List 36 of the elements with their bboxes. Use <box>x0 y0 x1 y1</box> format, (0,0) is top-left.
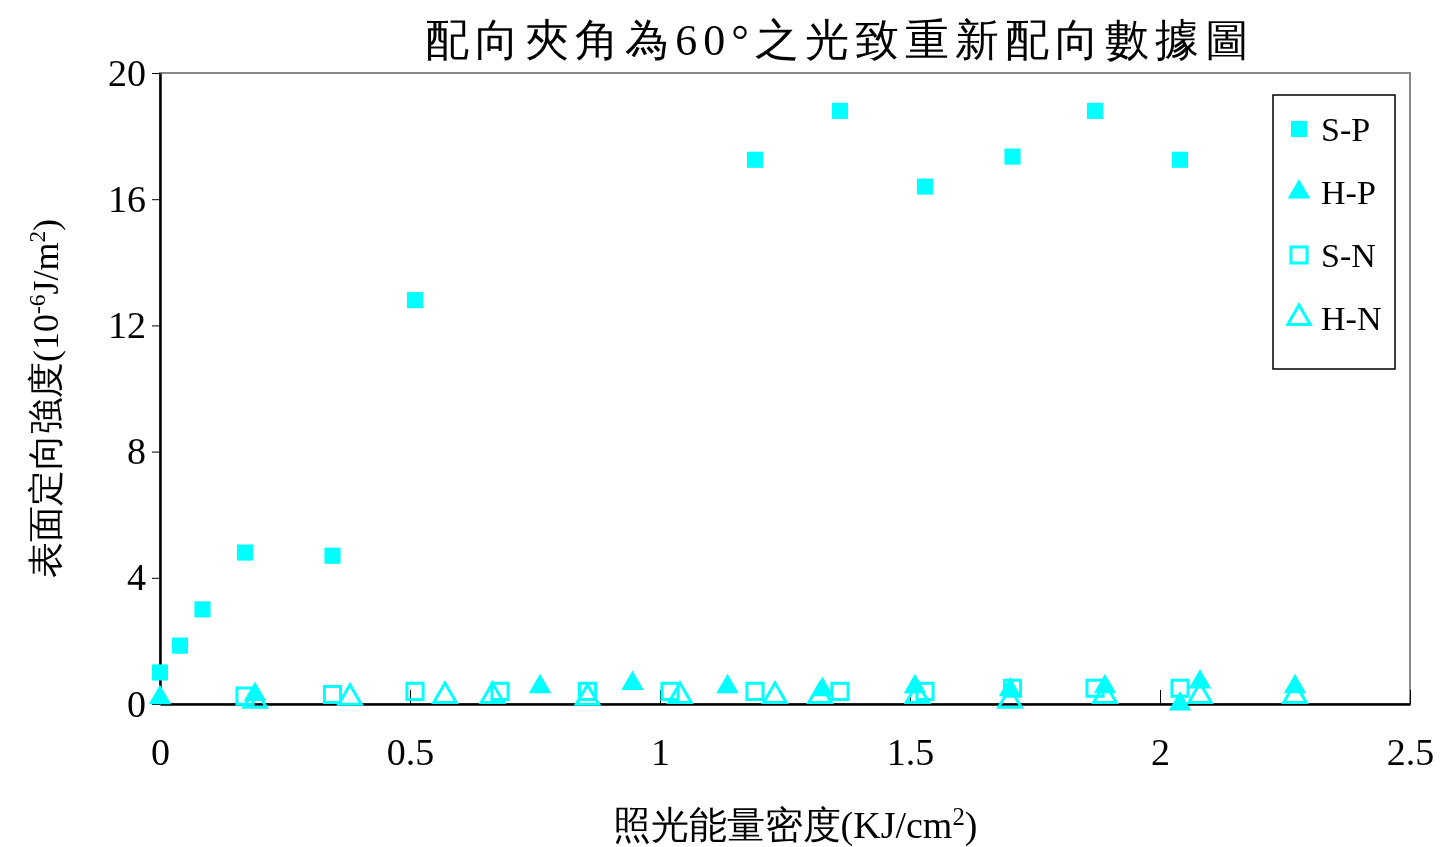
point <box>1171 151 1189 168</box>
y-tick-label: 8 <box>127 430 146 473</box>
point <box>1168 690 1192 711</box>
point <box>432 681 458 705</box>
legend-label: H-N <box>1321 300 1382 337</box>
point <box>406 292 424 309</box>
y-tick-label: 20 <box>108 51 146 94</box>
y-tick-label: 12 <box>108 304 146 347</box>
chart-title: 配向夾角為60°之光致重新配向數據圖 <box>425 16 1255 65</box>
point <box>716 673 739 694</box>
point <box>807 681 833 705</box>
x-tick-label: 0.5 <box>386 730 435 773</box>
point <box>479 681 506 705</box>
point <box>574 683 601 706</box>
point <box>746 151 764 168</box>
legend-label: S-N <box>1321 237 1376 274</box>
point <box>148 684 172 705</box>
legend-label: S-P <box>1321 111 1371 148</box>
x-tick-label: 1.5 <box>886 730 935 773</box>
point <box>621 670 644 690</box>
x-tick-label: 1 <box>651 730 670 773</box>
point <box>916 178 934 195</box>
point <box>528 673 552 694</box>
point <box>667 681 693 705</box>
x-axis-title: 照光能量密度(KJ/cm$^{2}$) <box>612 802 978 847</box>
point <box>337 683 363 706</box>
point <box>1086 102 1104 119</box>
y-tick-label: 16 <box>108 177 146 220</box>
y-tick-label: 4 <box>127 556 146 599</box>
point <box>1004 148 1021 165</box>
point <box>831 102 849 119</box>
x-tick-label: 2 <box>1151 730 1170 773</box>
x-tick-label: 2.5 <box>1386 730 1435 773</box>
y-tick-label: 0 <box>127 682 146 725</box>
legend-label: H-P <box>1321 174 1376 211</box>
point <box>762 681 788 705</box>
